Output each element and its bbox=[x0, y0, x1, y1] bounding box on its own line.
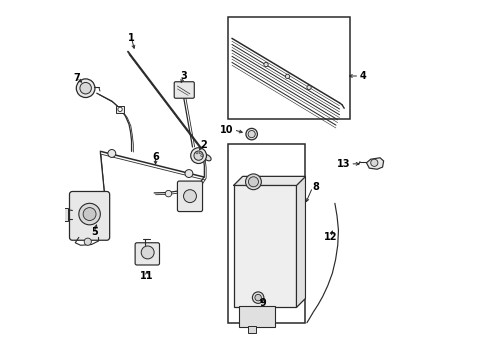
Bar bbox=[228, 144, 305, 323]
Text: 3: 3 bbox=[180, 71, 186, 81]
Polygon shape bbox=[233, 176, 305, 185]
Text: 10: 10 bbox=[220, 125, 233, 135]
Text: 4: 4 bbox=[359, 71, 365, 81]
FancyBboxPatch shape bbox=[69, 192, 109, 240]
Text: 6: 6 bbox=[152, 152, 159, 162]
FancyBboxPatch shape bbox=[135, 243, 159, 265]
Circle shape bbox=[306, 85, 310, 90]
Text: 11: 11 bbox=[140, 271, 153, 281]
FancyBboxPatch shape bbox=[177, 181, 202, 212]
Circle shape bbox=[264, 62, 267, 67]
Circle shape bbox=[80, 82, 91, 94]
Circle shape bbox=[194, 151, 203, 160]
Circle shape bbox=[76, 79, 95, 98]
Circle shape bbox=[199, 152, 201, 154]
Circle shape bbox=[84, 238, 91, 245]
Text: 13: 13 bbox=[336, 159, 349, 169]
Text: 8: 8 bbox=[312, 182, 319, 192]
Circle shape bbox=[184, 170, 192, 177]
Circle shape bbox=[245, 129, 257, 140]
Circle shape bbox=[370, 159, 377, 166]
Bar bbox=[62, 208, 68, 221]
Circle shape bbox=[201, 154, 203, 157]
Text: 2: 2 bbox=[200, 140, 206, 150]
Bar bbox=[228, 17, 349, 119]
Circle shape bbox=[190, 148, 206, 163]
Circle shape bbox=[79, 203, 100, 225]
Circle shape bbox=[245, 174, 261, 190]
Bar bbox=[233, 185, 296, 307]
Circle shape bbox=[118, 107, 122, 112]
Bar bbox=[247, 326, 255, 333]
Polygon shape bbox=[296, 176, 305, 307]
Text: 9: 9 bbox=[259, 298, 266, 308]
Circle shape bbox=[247, 131, 255, 138]
Text: 12: 12 bbox=[323, 232, 337, 242]
Text: 5: 5 bbox=[91, 227, 98, 237]
Circle shape bbox=[141, 246, 154, 259]
Circle shape bbox=[108, 149, 116, 157]
Circle shape bbox=[165, 190, 171, 197]
Bar bbox=[239, 306, 274, 327]
Text: 1: 1 bbox=[128, 33, 135, 43]
Circle shape bbox=[248, 177, 258, 187]
Circle shape bbox=[83, 208, 96, 221]
Circle shape bbox=[285, 74, 289, 78]
Polygon shape bbox=[366, 158, 383, 169]
Bar bbox=[116, 106, 124, 113]
Text: 7: 7 bbox=[73, 73, 80, 83]
Circle shape bbox=[196, 152, 198, 154]
Circle shape bbox=[254, 294, 261, 301]
Circle shape bbox=[183, 190, 196, 203]
Ellipse shape bbox=[203, 155, 211, 161]
Circle shape bbox=[252, 292, 264, 303]
FancyBboxPatch shape bbox=[174, 82, 194, 98]
